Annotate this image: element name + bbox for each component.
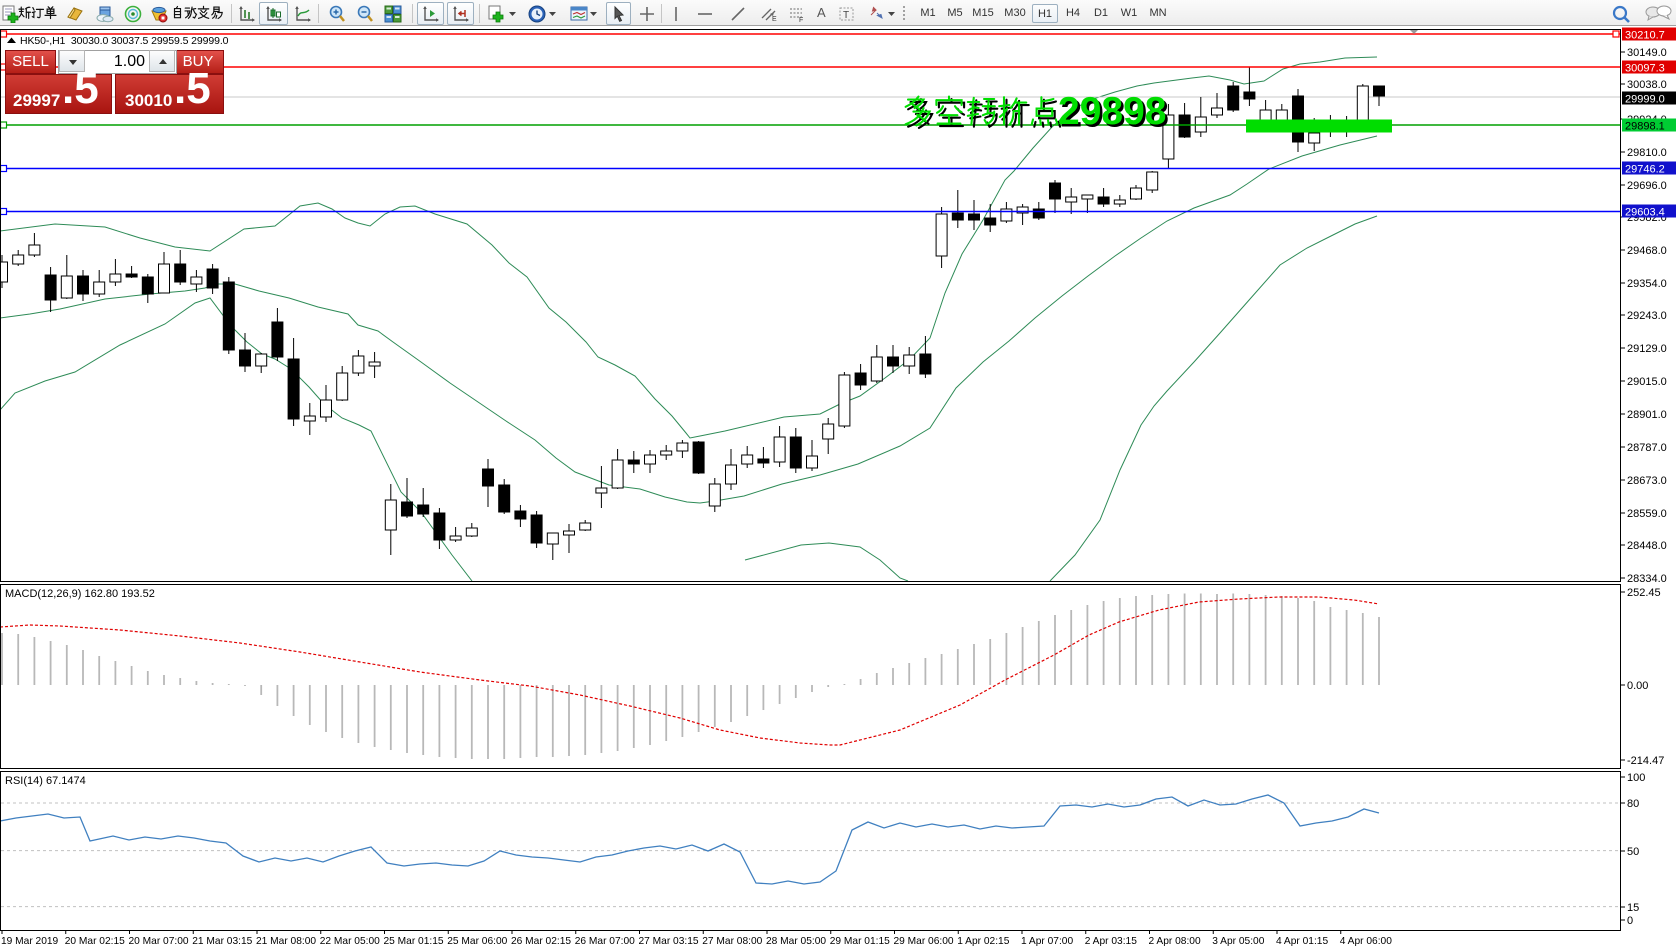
svg-text:28901.0: 28901.0 bbox=[1627, 409, 1667, 421]
svg-text:F: F bbox=[799, 17, 803, 23]
svg-text:29 Mar 01:15: 29 Mar 01:15 bbox=[830, 936, 890, 947]
svg-text:30149.0: 30149.0 bbox=[1627, 47, 1667, 59]
svg-text:28334.0: 28334.0 bbox=[1627, 573, 1667, 585]
svg-text:28787.0: 28787.0 bbox=[1627, 442, 1667, 454]
svg-text:27 Mar 03:15: 27 Mar 03:15 bbox=[639, 936, 699, 947]
svg-text:29696.0: 29696.0 bbox=[1627, 180, 1667, 192]
svg-text:22 Mar 05:00: 22 Mar 05:00 bbox=[320, 936, 380, 947]
svg-text:29 Mar 06:00: 29 Mar 06:00 bbox=[894, 936, 954, 947]
svg-text:29243.0: 29243.0 bbox=[1627, 310, 1667, 322]
svg-text:50: 50 bbox=[1627, 846, 1639, 858]
svg-text:1 Apr 07:00: 1 Apr 07:00 bbox=[1021, 936, 1073, 947]
svg-text:2 Apr 08:00: 2 Apr 08:00 bbox=[1149, 936, 1201, 947]
svg-text:29468.0: 29468.0 bbox=[1627, 245, 1667, 257]
svg-text:26 Mar 02:15: 26 Mar 02:15 bbox=[511, 936, 571, 947]
svg-text:30210.7: 30210.7 bbox=[1625, 30, 1665, 42]
svg-text:E: E bbox=[772, 16, 777, 23]
svg-text:HK50-,H1 30030.0 30037.5 2995: HK50-,H1 30030.0 30037.5 29959.5 29999.0 bbox=[20, 35, 229, 47]
svg-text:25 Mar 01:15: 25 Mar 01:15 bbox=[384, 936, 444, 947]
svg-text:28448.0: 28448.0 bbox=[1627, 540, 1667, 552]
svg-text:80: 80 bbox=[1627, 798, 1639, 810]
svg-text:29603.4: 29603.4 bbox=[1625, 207, 1665, 219]
svg-text:100: 100 bbox=[1627, 772, 1645, 784]
svg-text:29898: 29898 bbox=[1058, 90, 1166, 133]
svg-text:-214.47: -214.47 bbox=[1627, 755, 1664, 767]
svg-text:252.45: 252.45 bbox=[1627, 587, 1661, 599]
svg-text:1 Apr 02:15: 1 Apr 02:15 bbox=[957, 936, 1009, 947]
svg-text:28 Mar 05:00: 28 Mar 05:00 bbox=[766, 936, 826, 947]
svg-text:MACD(12,26,9) 162.80 193.52: MACD(12,26,9) 162.80 193.52 bbox=[5, 588, 155, 600]
svg-text:29354.0: 29354.0 bbox=[1627, 278, 1667, 290]
svg-text:29898: 29898 bbox=[1061, 93, 1169, 136]
svg-text:T: T bbox=[843, 10, 849, 21]
svg-text:25 Mar 06:00: 25 Mar 06:00 bbox=[447, 936, 507, 947]
svg-text:2 Apr 03:15: 2 Apr 03:15 bbox=[1085, 936, 1137, 947]
svg-text:0: 0 bbox=[1627, 915, 1633, 927]
svg-text:29999.0: 29999.0 bbox=[1625, 94, 1665, 106]
svg-text:29810.0: 29810.0 bbox=[1627, 147, 1667, 159]
svg-text:21 Mar 08:00: 21 Mar 08:00 bbox=[256, 936, 316, 947]
svg-text:4 Apr 01:15: 4 Apr 01:15 bbox=[1276, 936, 1328, 947]
svg-text:29746.2: 29746.2 bbox=[1625, 164, 1665, 176]
svg-text:29129.0: 29129.0 bbox=[1627, 343, 1667, 355]
svg-text:0.00: 0.00 bbox=[1627, 680, 1648, 692]
svg-text:28559.0: 28559.0 bbox=[1627, 508, 1667, 520]
svg-text:26 Mar 07:00: 26 Mar 07:00 bbox=[575, 936, 635, 947]
svg-text:15: 15 bbox=[1627, 902, 1639, 914]
svg-text:27 Mar 08:00: 27 Mar 08:00 bbox=[702, 936, 762, 947]
svg-text:30097.3: 30097.3 bbox=[1625, 63, 1665, 75]
svg-text:3 Apr 05:00: 3 Apr 05:00 bbox=[1212, 936, 1264, 947]
svg-text:29015.0: 29015.0 bbox=[1627, 376, 1667, 388]
svg-text:20 Mar 07:00: 20 Mar 07:00 bbox=[129, 936, 189, 947]
svg-text:30038.0: 30038.0 bbox=[1627, 79, 1667, 91]
svg-text:4 Apr 06:00: 4 Apr 06:00 bbox=[1340, 936, 1392, 947]
svg-text:29898.1: 29898.1 bbox=[1625, 121, 1665, 133]
svg-text:28673.0: 28673.0 bbox=[1627, 475, 1667, 487]
svg-text:20 Mar 02:15: 20 Mar 02:15 bbox=[65, 936, 125, 947]
svg-text:19 Mar 2019: 19 Mar 2019 bbox=[1, 936, 59, 947]
svg-text:RSI(14) 67.1474: RSI(14) 67.1474 bbox=[5, 775, 86, 787]
svg-text:21 Mar 03:15: 21 Mar 03:15 bbox=[192, 936, 252, 947]
